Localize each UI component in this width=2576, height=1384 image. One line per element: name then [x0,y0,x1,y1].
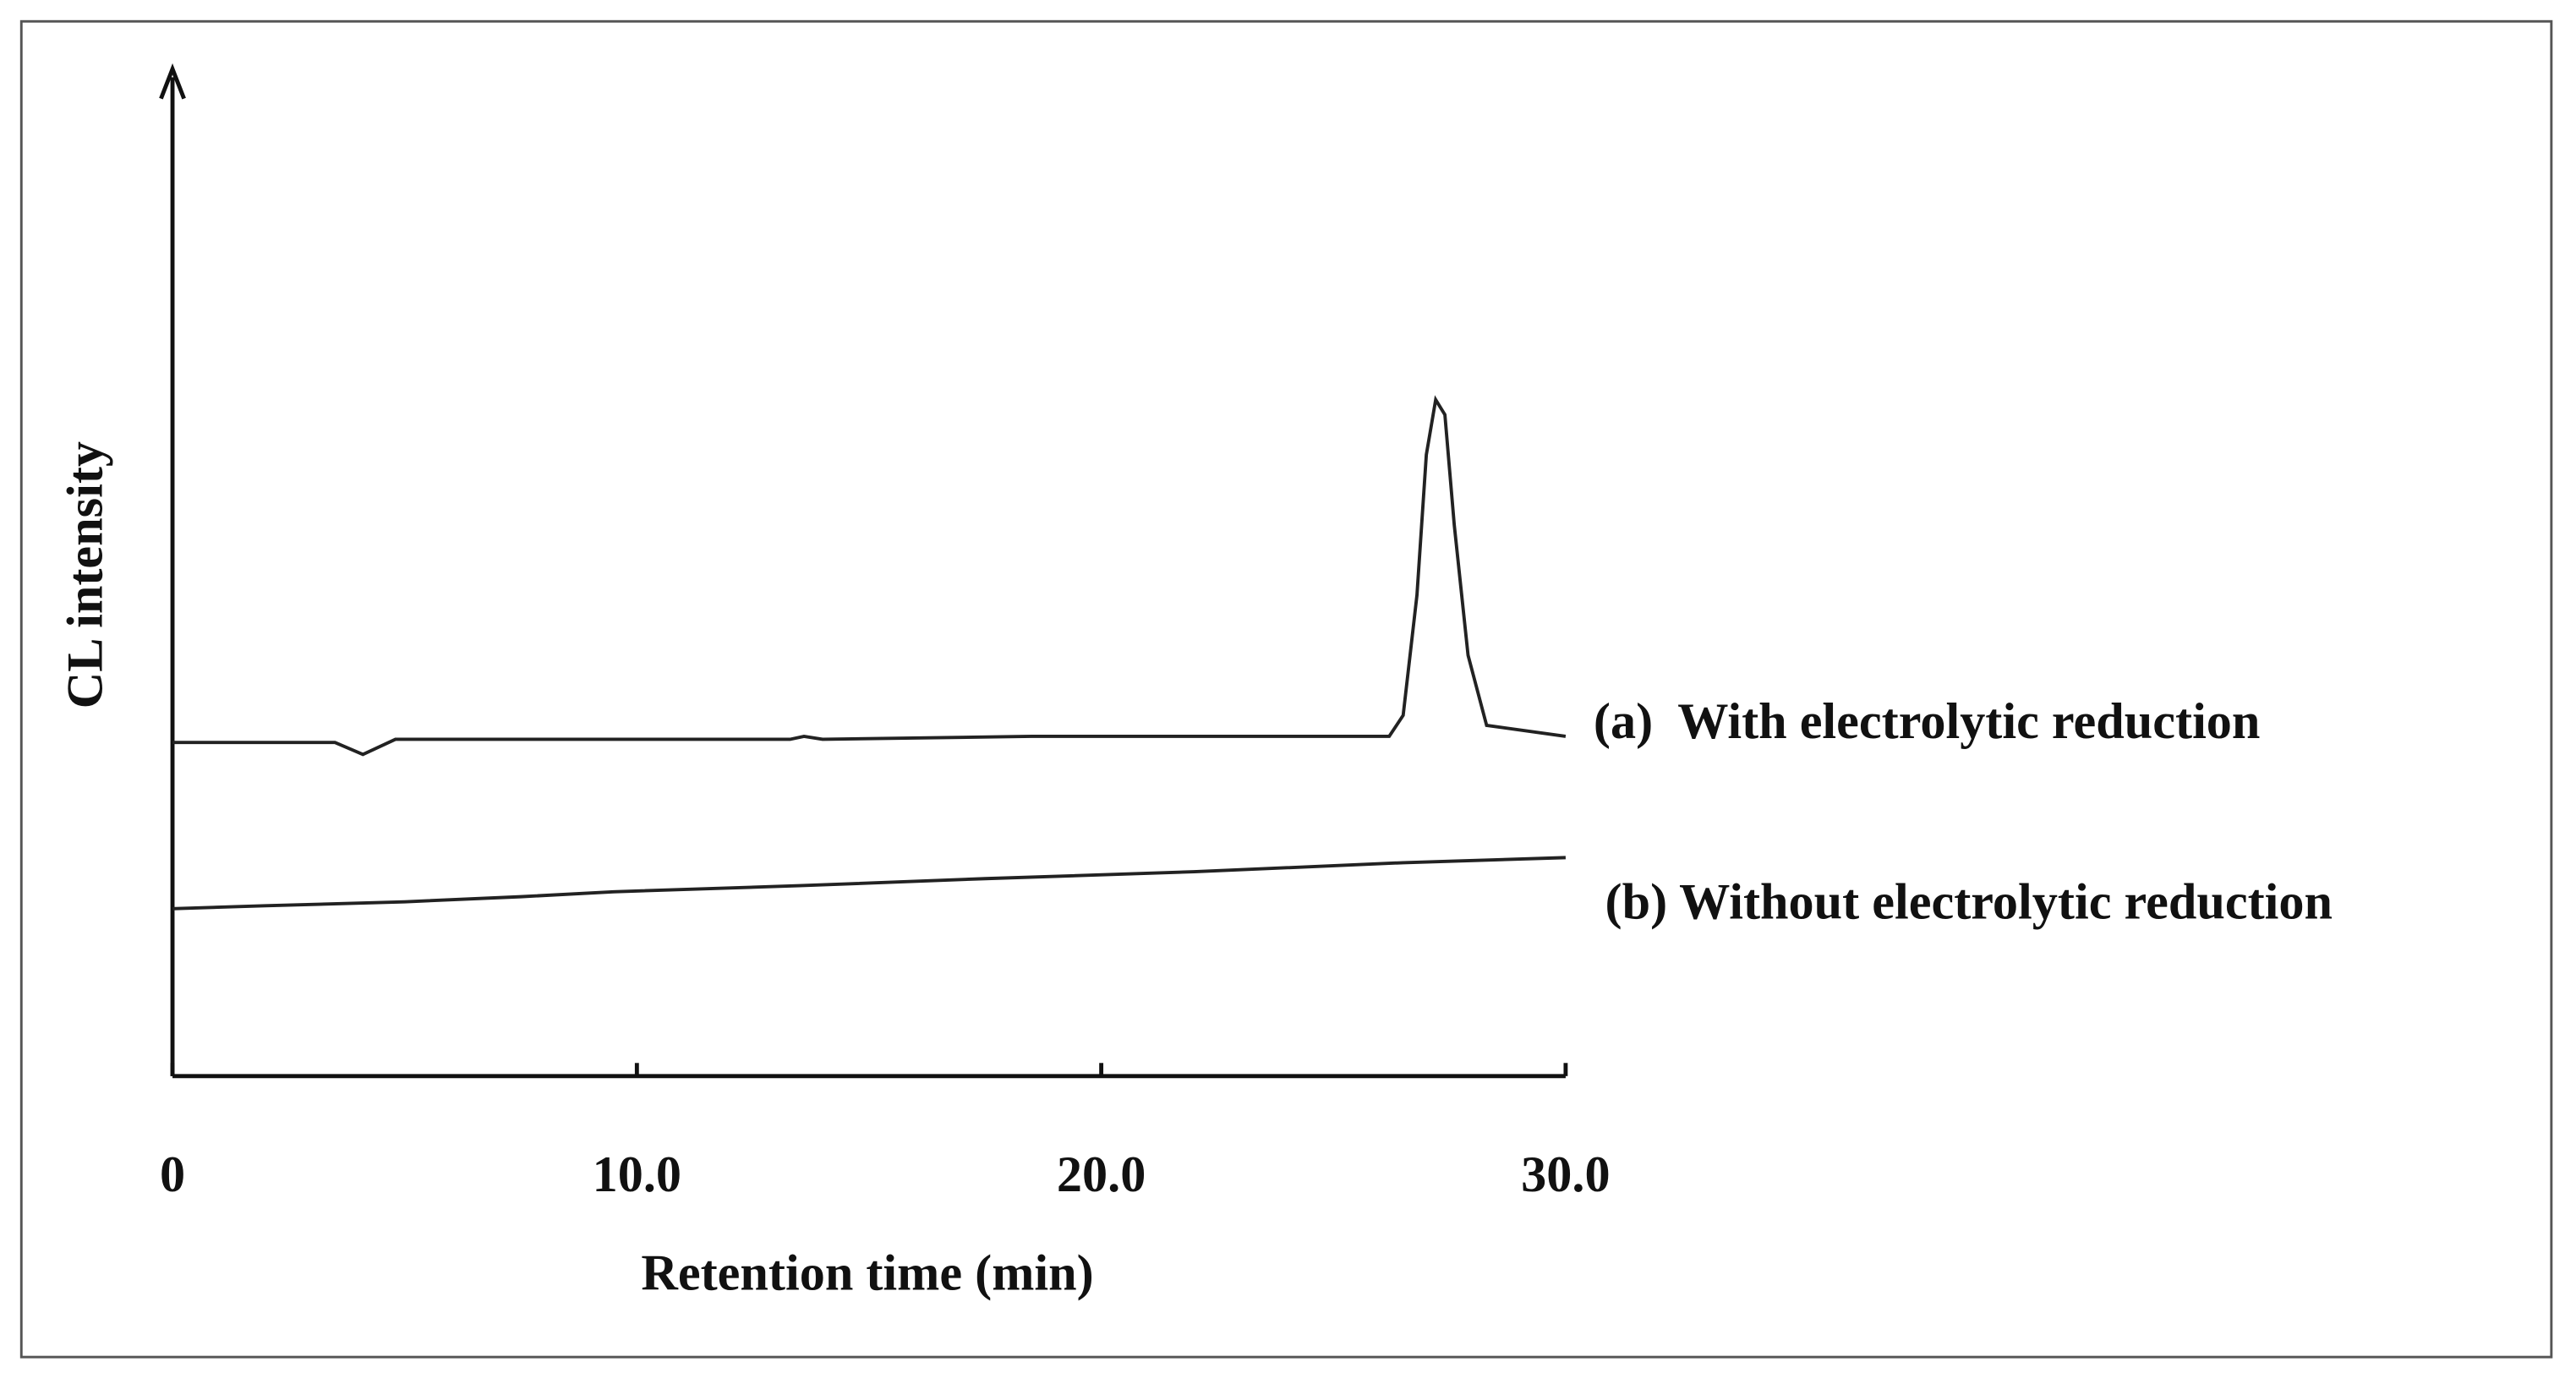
x-axis-label: Retention time (min) [641,1245,1093,1302]
x-tick-label: 20.0 [1057,1146,1146,1203]
series-line [172,395,1567,757]
series-label: (a) With electrolytic reduction [1594,693,2261,750]
y-axis-label: CL intensity [57,441,114,708]
series-line [172,856,1566,911]
x-tick-label: 10.0 [593,1146,681,1203]
y-axis-arrow [159,63,186,100]
x-tick-label: 30.0 [1521,1146,1610,1203]
series-label: (b) Without electrolytic reduction [1605,874,2333,931]
x-tick-label: 0 [160,1146,185,1203]
frame [19,19,2553,1359]
